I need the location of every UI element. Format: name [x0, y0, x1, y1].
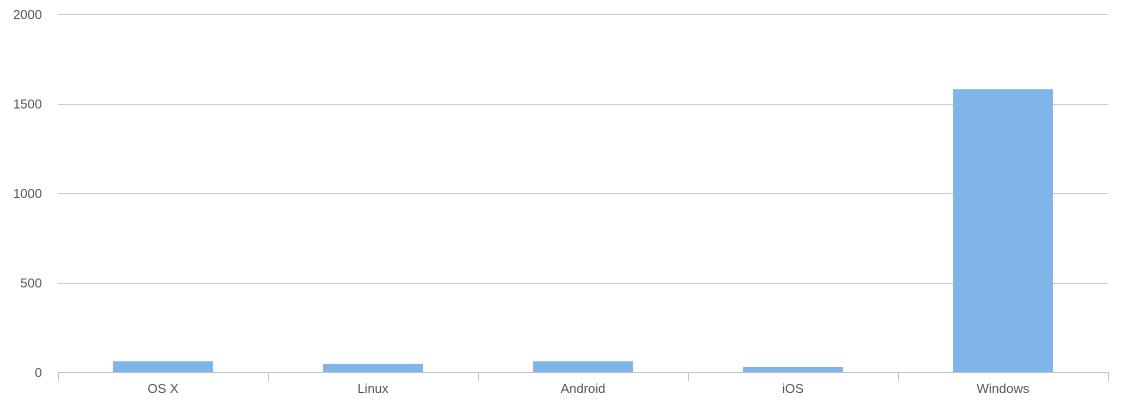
- y-axis-tick-labels: 0 500 1000 1500 2000: [13, 7, 42, 380]
- x-axis-tick-labels: OS X Linux Android iOS Windows: [147, 381, 1029, 396]
- y-tick-label: 2000: [13, 7, 42, 22]
- x-axis: [58, 372, 1109, 381]
- bar-android: [533, 361, 633, 372]
- x-tick-label: OS X: [147, 381, 178, 396]
- y-tick-label: 1500: [13, 97, 42, 112]
- bars: [113, 89, 1053, 373]
- bar-linux: [323, 363, 423, 372]
- x-tick-label: iOS: [782, 381, 804, 396]
- y-tick-label: 1000: [13, 186, 42, 201]
- y-tick-label: 500: [20, 276, 42, 291]
- grid-lines: [58, 14, 1108, 284]
- bar-windows: [953, 89, 1053, 373]
- bar-os-x: [113, 361, 213, 372]
- bar-ios: [743, 366, 843, 372]
- x-tick-label: Android: [561, 381, 606, 396]
- x-tick-label: Linux: [357, 381, 389, 396]
- x-tick-label: Windows: [977, 381, 1030, 396]
- y-tick-label: 0: [35, 365, 42, 380]
